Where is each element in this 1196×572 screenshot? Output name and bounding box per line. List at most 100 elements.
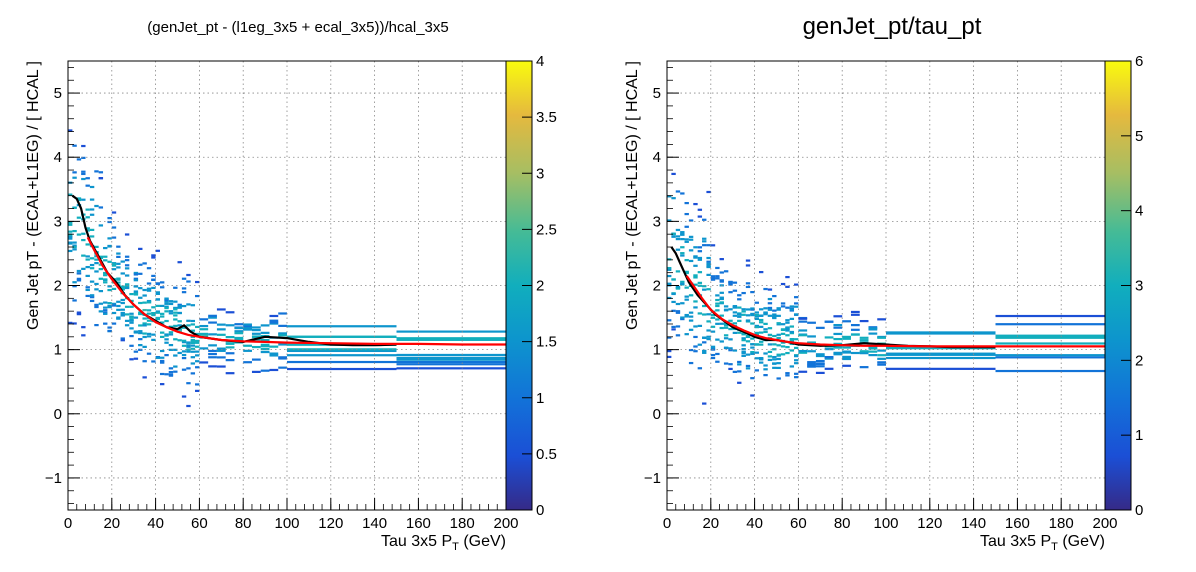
heatmap-cell <box>181 353 187 357</box>
heatmap-cell <box>780 345 786 348</box>
heatmap-cell <box>396 338 506 341</box>
heatmap-cell <box>190 304 196 307</box>
heatmap-cell <box>138 263 143 266</box>
heatmap-cell <box>745 353 751 356</box>
heatmap-cell <box>116 317 121 320</box>
heatmap-cell <box>750 307 755 310</box>
panel-left: (genJet_pt - (l1eg_3x5 + ecal_3x5))/hcal… <box>25 19 557 553</box>
heatmap-cell <box>155 356 160 359</box>
heatmap-cell <box>763 313 768 316</box>
heatmap-cell <box>124 233 130 236</box>
heatmap-cell <box>750 322 755 325</box>
heatmap-cell <box>798 317 808 320</box>
heatmap-cell <box>772 355 777 359</box>
heatmap-cell <box>173 314 178 317</box>
heatmap-cell <box>120 337 125 340</box>
heatmap-cell <box>177 328 182 331</box>
chart-title: genJet_pt/tau_pt <box>803 13 982 40</box>
colorbar-ticks: 0 1 2 3 4 5 6 <box>1121 53 1143 519</box>
heatmap-cell <box>794 376 799 379</box>
heatmap-cell <box>287 335 397 338</box>
heatmap-cell <box>181 326 187 329</box>
heatmap-cell <box>103 278 108 281</box>
heatmap-cell <box>120 260 125 263</box>
heatmap-cell <box>702 402 707 405</box>
heatmap-cell <box>815 353 825 356</box>
heatmap-cell <box>94 305 99 309</box>
heatmap-cell <box>688 249 694 252</box>
heatmap-cell <box>81 156 86 159</box>
heatmap-cell <box>168 343 174 347</box>
heatmap-cell <box>767 308 773 311</box>
heatmap-cell <box>116 262 121 265</box>
heatmap-cell <box>260 331 270 334</box>
heatmap-cell <box>842 355 851 359</box>
y-tick-label: 1 <box>653 342 661 359</box>
heatmap-cell <box>251 345 261 349</box>
heatmap-cell <box>164 302 169 305</box>
heatmap-cell <box>697 324 703 327</box>
heatmap-cell <box>124 286 130 290</box>
heatmap-cell <box>667 336 672 339</box>
heatmap-cell <box>850 313 860 316</box>
heatmap-cell <box>702 218 707 221</box>
heatmap-cell <box>177 324 182 327</box>
x-tick-label: 200 <box>493 515 518 532</box>
x-tick-label: 160 <box>406 515 431 532</box>
heatmap-cell <box>159 372 165 376</box>
heatmap-cell <box>107 302 112 305</box>
heatmap-cell <box>116 304 121 308</box>
heatmap-cell <box>794 313 799 316</box>
heatmap-cell <box>120 339 125 342</box>
y-tick-label: 4 <box>653 149 661 166</box>
heatmap-cell <box>72 176 77 179</box>
heatmap-cell <box>688 315 694 318</box>
heatmap-cell <box>732 289 738 292</box>
heatmap-cell <box>181 350 187 353</box>
heatmap-cell <box>859 351 869 354</box>
heatmap-cell <box>138 344 143 347</box>
heatmap-cell <box>833 353 843 356</box>
heatmap-cell <box>675 311 681 314</box>
heatmap-cell <box>72 171 77 174</box>
heatmap-cell <box>693 256 698 259</box>
heatmap-cell <box>710 345 716 348</box>
heatmap-cell <box>995 356 1105 359</box>
heatmap-cell <box>754 324 759 327</box>
heatmap-cell <box>146 267 152 270</box>
heatmap-cell <box>886 356 996 360</box>
heatmap-cell <box>824 320 834 323</box>
heatmap-cell <box>745 264 751 267</box>
heatmap-cell <box>680 282 685 285</box>
heatmap-cell <box>85 265 90 269</box>
heatmap-cell <box>833 326 843 329</box>
heatmap-cell <box>715 338 720 341</box>
heatmap-cell <box>164 310 169 313</box>
heatmap-cell <box>164 341 169 344</box>
heatmap-cell <box>794 338 799 341</box>
heatmap-cell <box>697 208 703 211</box>
heatmap-cell <box>186 404 191 408</box>
heatmap-cell <box>81 198 86 201</box>
heatmap-cell <box>693 300 698 303</box>
heatmap-cell <box>111 311 117 315</box>
heatmap-cell <box>81 238 86 242</box>
heatmap-cell <box>868 332 878 335</box>
heatmap-cell <box>173 338 178 341</box>
heatmap-cell <box>124 313 130 316</box>
heatmap-cell <box>208 316 217 319</box>
heatmap-cell <box>94 262 99 265</box>
heatmap-cell <box>789 317 795 320</box>
x-tick-label: 120 <box>318 515 343 532</box>
heatmap-cell <box>798 329 808 332</box>
heatmap-cell <box>146 352 152 355</box>
heatmap-cell <box>195 350 200 353</box>
heatmap-cell <box>269 321 279 324</box>
heatmap-cell <box>737 331 742 334</box>
heatmap-cell <box>225 359 235 362</box>
heatmap-cell <box>72 285 77 288</box>
heatmap-cell <box>794 362 799 365</box>
heatmap-cell <box>780 332 786 335</box>
heatmap-cell <box>151 278 156 281</box>
x-tick-label: 60 <box>191 515 208 532</box>
